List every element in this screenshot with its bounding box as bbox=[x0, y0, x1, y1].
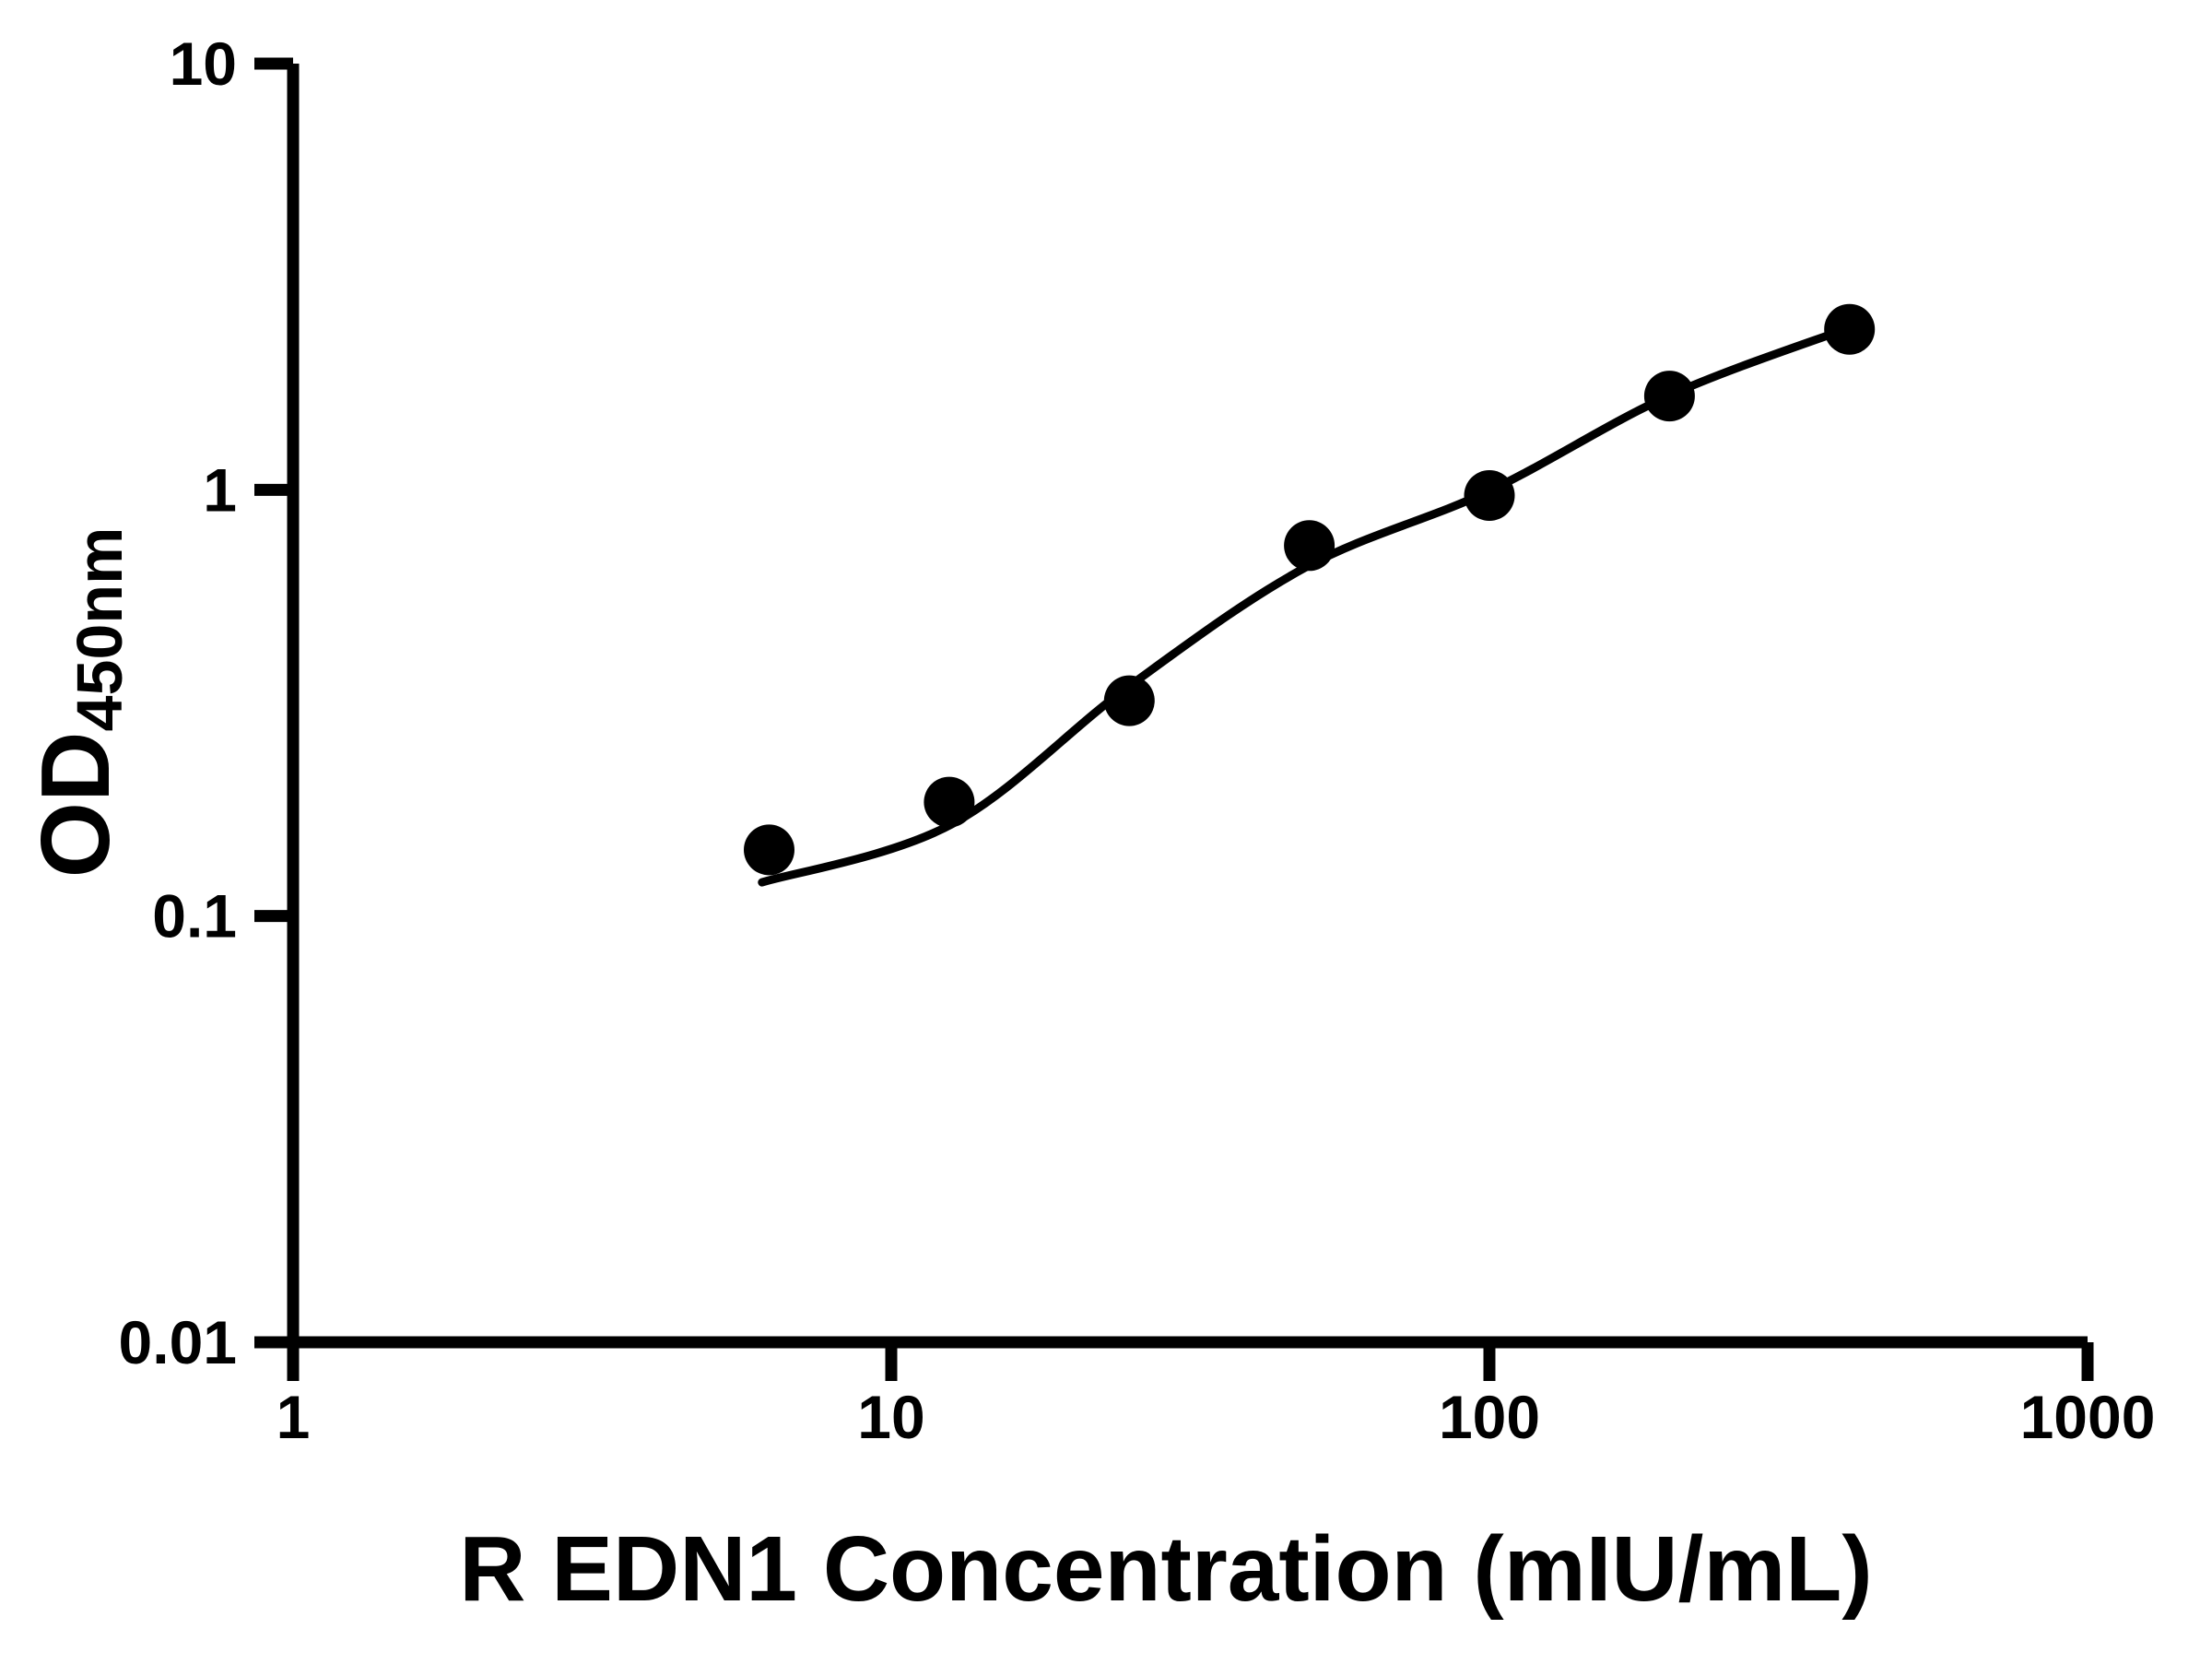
y-axis-title-main: OD bbox=[21, 731, 130, 878]
x-axis-title: R EDN1 Concentration (mIU/mL) bbox=[459, 1517, 1872, 1621]
x-tick-label: 1000 bbox=[2020, 1383, 2156, 1451]
y-axis-title: OD450nm bbox=[21, 527, 135, 879]
y-tick-label: 0.1 bbox=[152, 882, 237, 950]
data-point bbox=[924, 776, 975, 828]
y-tick-label: 10 bbox=[170, 30, 237, 98]
ticks-layer bbox=[254, 57, 2094, 1381]
axes-layer bbox=[287, 64, 2088, 1349]
y-axis-title-subscript: 450nm bbox=[64, 527, 135, 732]
x-tick-label: 1 bbox=[276, 1383, 311, 1451]
data-point bbox=[744, 824, 794, 876]
y-tick-label: 0.01 bbox=[119, 1308, 237, 1376]
y-tick-label: 1 bbox=[203, 455, 237, 524]
data-point bbox=[1824, 303, 1876, 355]
x-tick-label: 100 bbox=[1439, 1383, 1540, 1451]
data-point bbox=[1643, 371, 1695, 422]
data-point bbox=[1464, 470, 1515, 521]
data-points-layer bbox=[744, 303, 1876, 876]
data-point bbox=[1103, 675, 1155, 726]
tick-labels-layer: 10 1 0.1 0.01 1 10 100 1000 bbox=[119, 30, 2156, 1451]
x-tick-label: 10 bbox=[857, 1383, 924, 1451]
data-point bbox=[1284, 520, 1335, 572]
